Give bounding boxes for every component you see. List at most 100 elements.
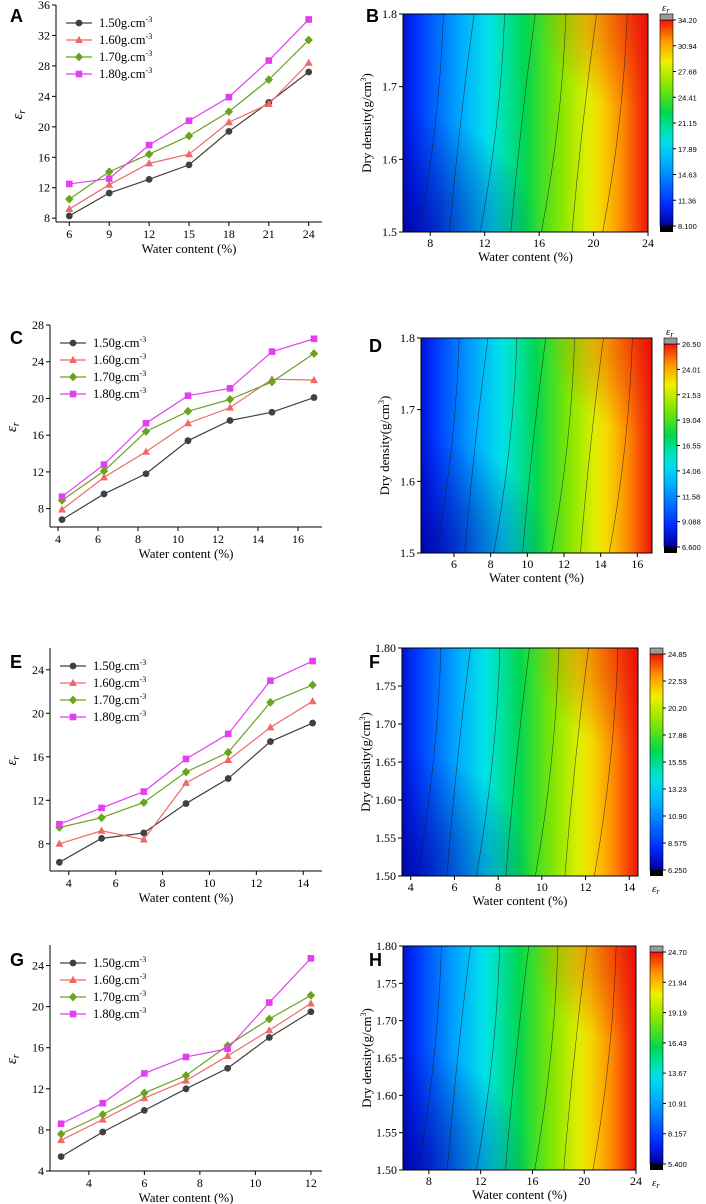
data-point [306,999,315,1007]
legend-marker [69,959,77,967]
data-point [184,131,194,141]
colorbar-bottom-cap [660,226,673,232]
y-axis-title: Dry density(g/cm3) [358,712,373,812]
colorbar-ramp [649,951,664,1165]
colorbar-label: 21.94 [668,978,687,987]
contour-line [608,337,633,554]
legend-entry-2: 1.60g.cm-3 [93,972,146,987]
data-point [65,212,73,220]
contour-line [522,337,547,554]
x-tick-label: 20 [578,1174,590,1188]
contour-line [571,13,597,233]
colorbar-label: 16.43 [668,1039,687,1048]
y-tick-label: 8 [44,211,50,225]
contour-line [510,13,536,233]
x-tick-label: 12 [558,557,570,571]
data-point [267,377,277,387]
legend-entry-2: 1.60g.cm-3 [99,32,152,47]
y-tick-label: 8 [38,837,44,851]
data-point [98,804,105,812]
colorbar-title: εr [652,1177,660,1190]
x-tick-label: 12 [143,227,155,241]
data-point [140,829,148,837]
y-axis-title-symbol: εr [10,110,28,120]
data-point [65,194,74,204]
x-tick-label: 16 [533,236,545,250]
x-tick-label: 4 [86,1176,92,1190]
series-line-1 [59,722,313,863]
x-tick-label: 14 [595,557,607,571]
x-tick-label: 9 [106,227,112,241]
colorbar-ramp [663,343,678,548]
x-tick-label: 4 [55,532,61,546]
y-tick-label: 1.5 [400,546,415,560]
colorbar-label: 30.94 [678,42,697,51]
x-tick-label: 8 [160,876,166,890]
x-tick-label: 6 [113,876,119,890]
colorbar-label: 5.400 [668,1160,687,1169]
y-axis-title: Dry density(g/cm3) [359,1008,374,1108]
legend-entry-1: 1.50g.cm-3 [93,658,146,673]
chart-e: 8 12 16 20 24 4 6 8 10 12 14 Water content (%) εr 1.5… [4,648,322,905]
y-axis-title: Dry density(g/cm3) [359,73,374,173]
legend-marker [69,390,77,398]
data-point [142,419,150,427]
data-point [308,680,317,690]
data-point [224,730,232,738]
y-tick-label: 12 [32,1082,44,1096]
panel-label-b: B [366,6,379,26]
x-tick-label: 8 [426,1174,432,1188]
data-point [310,394,318,401]
legend-marker [75,35,83,43]
colorbar-label: 24.01 [682,365,701,374]
legend-marker [69,975,77,983]
x-tick-label: 16 [292,532,304,546]
y-tick-label: 24 [32,663,44,677]
x-tick-label: 10 [172,532,184,546]
y-tick-label: 1.55 [376,1126,397,1140]
y-tick-label: 12 [38,181,50,195]
x-tick-label: 8 [495,880,501,894]
data-point [185,161,193,169]
colorbar-label: 34.20 [678,16,697,25]
contour-line [505,945,530,1171]
chart-g: 4 8 12 16 20 24 4 6 8 10 12 Water content (%) εr 1.50… [4,945,322,1204]
data-point [99,1128,107,1136]
data-point [265,1026,274,1034]
panel-label-f: F [369,652,380,672]
legend-marker [69,678,77,686]
colorbar-label: 6.250 [668,866,687,875]
x-tick-label: 4 [66,876,72,890]
x-axis-title: Water content (%) [478,249,573,264]
data-point [97,813,106,823]
colorbar-label: 27.68 [678,68,697,77]
x-tick-label: 6 [141,1176,147,1190]
data-point [265,1034,273,1041]
panel-label-h: H [369,950,382,970]
x-tick-label: 14 [297,876,309,890]
data-point [265,1014,274,1024]
x-tick-label: 6 [451,880,457,894]
colorbar-label: 21.15 [678,119,697,128]
data-point [306,990,316,1000]
data-point [144,149,154,159]
data-point [267,677,274,684]
heatmap-hot [403,14,648,232]
data-point [56,820,63,828]
legend-entry-3: 1.70g.cm-3 [93,989,146,1004]
data-point [223,1051,232,1059]
y-tick-label: 28 [32,318,44,332]
data-point [58,493,66,500]
legend-entry-3: 1.70g.cm-3 [93,692,146,707]
colorbar-label: 20.20 [668,704,687,713]
y-tick-label: 1.75 [376,976,397,990]
x-tick-label: 12 [479,236,491,250]
x-tick-label: 14 [623,880,635,894]
data-point [224,118,233,126]
legend-marker [74,52,84,62]
y-tick-label: 8 [38,1123,44,1137]
colorbar-label: 17.89 [678,145,697,154]
x-tick-label: 24 [642,236,654,250]
colorbar: 24.70 21.94 19.19 16.43 13.67 10.91 8.157 5.400… [649,945,687,1190]
